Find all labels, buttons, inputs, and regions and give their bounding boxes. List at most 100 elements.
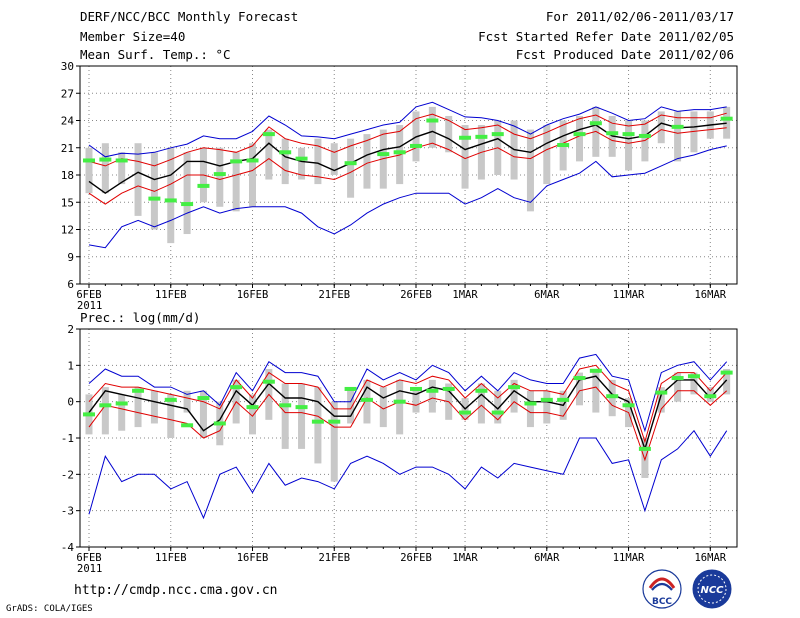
precip-marker bbox=[213, 421, 226, 426]
temp-marker bbox=[393, 150, 406, 155]
precip-marker bbox=[99, 403, 112, 408]
source-url[interactable]: http://cmdp.ncc.cma.gov.cn bbox=[74, 583, 278, 598]
ncc-logo-text: NCC bbox=[700, 585, 724, 596]
precip-y-tick-label: -4 bbox=[61, 541, 75, 554]
precip-marker bbox=[410, 386, 422, 391]
precip-series-max bbox=[88, 353, 728, 433]
temp-marker bbox=[377, 152, 390, 157]
temp-marker bbox=[720, 116, 733, 121]
precip-marker bbox=[475, 388, 488, 393]
temp-y-tick-label: 21 bbox=[61, 142, 74, 155]
precip-spread-box bbox=[543, 390, 551, 424]
precip-spread-box bbox=[330, 401, 338, 482]
temp-spread-box bbox=[298, 147, 306, 180]
precip-spread-box bbox=[347, 387, 355, 424]
ncc-logo: NCC bbox=[692, 569, 732, 609]
precip-marker bbox=[115, 401, 128, 406]
temp-spread-box bbox=[445, 115, 453, 153]
temp-marker bbox=[246, 158, 259, 163]
precip-y-tick-label: -2 bbox=[61, 468, 74, 481]
precip-series-lower bbox=[88, 386, 728, 462]
precip-series-mean bbox=[88, 375, 728, 452]
precip-marker bbox=[393, 399, 406, 404]
temp-series-min bbox=[88, 145, 727, 249]
temp-spread-box bbox=[281, 138, 289, 185]
temp-x-tick-label: 11MAR bbox=[613, 289, 645, 301]
precip-marker bbox=[344, 386, 357, 391]
precip-marker bbox=[442, 386, 455, 391]
precip-marker bbox=[459, 410, 472, 415]
temp-series-mean bbox=[88, 122, 727, 195]
precip-spread-box bbox=[412, 387, 420, 413]
precip-marker bbox=[508, 385, 521, 390]
precip-spread-box bbox=[592, 368, 600, 413]
software-credit: GrADS: COLA/IGES bbox=[6, 604, 93, 614]
temp-x-tick-label: 6FEB bbox=[76, 289, 101, 301]
temp-marker bbox=[99, 157, 112, 162]
precip-y-tick-label: 2 bbox=[67, 323, 74, 336]
temp-x-tick-sublabel: 2011 bbox=[77, 300, 102, 312]
temp-marker bbox=[557, 143, 570, 148]
temp-series-upper bbox=[88, 112, 727, 167]
precip-marker bbox=[573, 376, 586, 381]
temp-marker bbox=[115, 158, 128, 163]
temp-marker bbox=[589, 121, 602, 126]
agency-logos: BCC NCC bbox=[642, 569, 732, 609]
temp-y-tick-label: 12 bbox=[61, 224, 74, 237]
temp-spread-box bbox=[347, 138, 355, 198]
temp-y-tick-label: 9 bbox=[67, 251, 74, 264]
temp-marker bbox=[410, 143, 422, 148]
precip-x-tick-sublabel: 2011 bbox=[77, 563, 102, 575]
temp-marker bbox=[213, 172, 226, 177]
temp-spread-box bbox=[118, 152, 126, 185]
temp-y-tick-label: 15 bbox=[61, 196, 74, 209]
temp-marker bbox=[671, 124, 684, 129]
precip-spread-box bbox=[167, 394, 175, 438]
temp-marker bbox=[459, 135, 472, 140]
variable-label: Mean Surf. Temp.: °C bbox=[80, 47, 231, 62]
temp-spread-box bbox=[428, 106, 436, 148]
precip-marker bbox=[295, 405, 308, 410]
temp-marker bbox=[638, 133, 651, 138]
precip-x-tick-label: 11MAR bbox=[613, 552, 645, 564]
temp-marker bbox=[426, 118, 439, 123]
precip-spread-box bbox=[379, 387, 387, 428]
temp-spread-box bbox=[543, 125, 551, 185]
temp-spread-box bbox=[330, 143, 338, 175]
temp-spread-box bbox=[314, 138, 322, 185]
precip-marker bbox=[655, 390, 668, 395]
precip-plot-frame bbox=[79, 328, 738, 548]
precip-marker bbox=[540, 397, 553, 402]
temp-y-tick-label: 6 bbox=[67, 278, 74, 291]
temp-series-max bbox=[88, 101, 727, 158]
precip-spread-box bbox=[199, 390, 207, 438]
precip-spread-box bbox=[281, 383, 289, 449]
precip-spread-box bbox=[494, 390, 502, 424]
precip-marker bbox=[638, 446, 651, 451]
temp-spread-box bbox=[576, 115, 583, 162]
precip-x-tick-label: 16MAR bbox=[694, 552, 726, 564]
precip-x-tick-label: 16FEB bbox=[237, 552, 269, 564]
precip-marker bbox=[279, 403, 292, 408]
temp-y-tick-label: 30 bbox=[61, 60, 74, 73]
precip-spread-box bbox=[183, 390, 191, 413]
temp-marker bbox=[83, 158, 95, 163]
precip-spread-box bbox=[314, 387, 322, 464]
precip-y-tick-label: 1 bbox=[67, 359, 74, 372]
precip-marker bbox=[360, 397, 373, 402]
precip-panel-label: Prec.: log(mm/d) bbox=[80, 310, 201, 325]
precip-spread-box bbox=[526, 390, 534, 428]
precip-series-min bbox=[88, 429, 728, 520]
precip-spread-box bbox=[150, 390, 158, 424]
temp-spread-box bbox=[216, 147, 224, 207]
precip-marker bbox=[622, 403, 635, 408]
precip-marker bbox=[197, 396, 210, 401]
precip-x-tick-label: 6MAR bbox=[534, 552, 560, 564]
chart-title: DERF/NCC/BCC Monthly Forecast bbox=[80, 9, 299, 24]
precip-marker bbox=[164, 397, 177, 402]
precip-y-tick-label: -3 bbox=[61, 505, 74, 518]
precip-x-tick-label: 1MAR bbox=[452, 552, 478, 564]
precip-series-upper bbox=[88, 364, 728, 444]
precip-marker bbox=[132, 388, 145, 393]
